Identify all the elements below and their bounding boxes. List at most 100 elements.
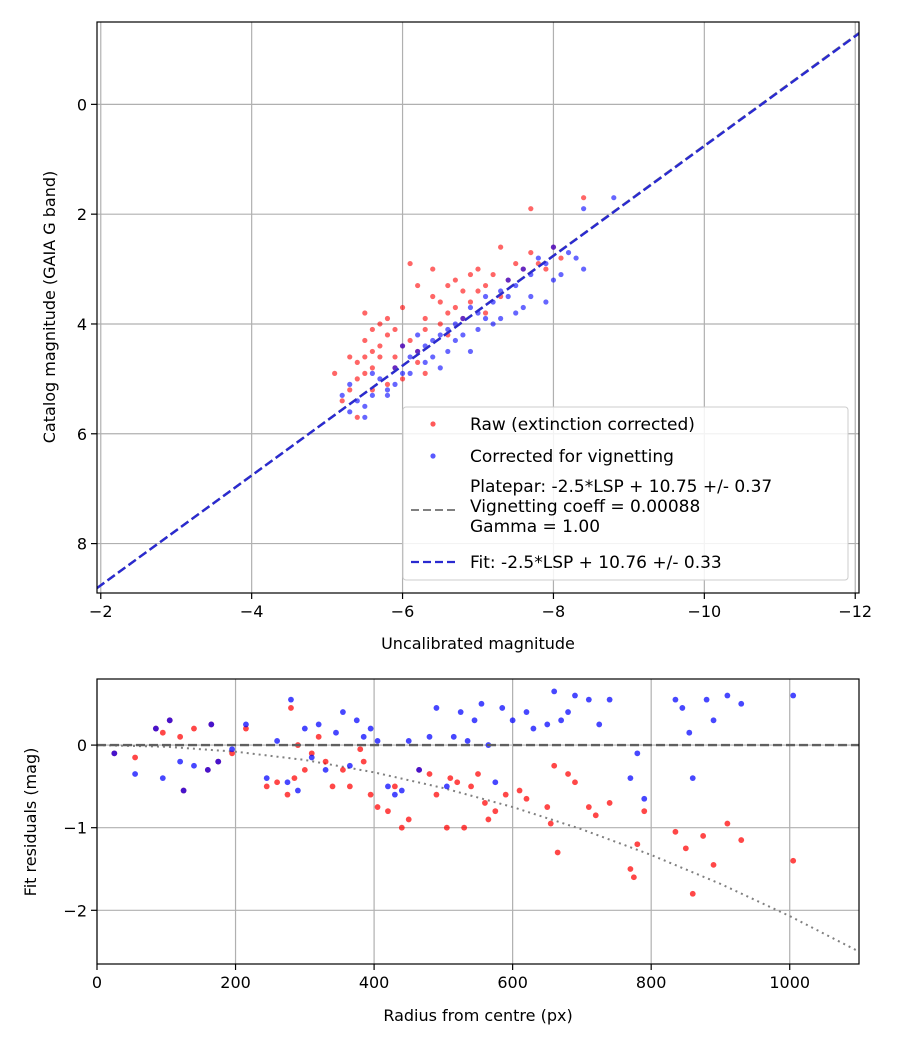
top-point-raw-extinction-corrected	[437, 321, 443, 327]
top-point-raw-extinction-corrected	[482, 282, 489, 289]
bottom-point-corrected-residuals	[478, 700, 485, 707]
bottom-point-raw-residuals	[159, 729, 166, 736]
bottom-point-raw-residuals	[346, 783, 353, 790]
bottom-point-raw-residuals	[492, 808, 499, 815]
top-y-tick-label: 0	[77, 95, 87, 114]
top-point-raw-extinction-corrected	[475, 288, 481, 294]
bottom-point-corrected-residuals	[689, 775, 696, 782]
top-x-tick-label: −4	[240, 602, 264, 621]
top-point-corrected-for-vignetting	[347, 381, 353, 387]
top-point-corrected-for-vignetting	[467, 348, 474, 355]
bottom-x-axis-label: Radius from centre (px)	[383, 1006, 572, 1025]
bottom-y-tick-label: 0	[77, 736, 87, 755]
top-point-raw-extinction-corrected	[581, 195, 587, 201]
bottom-point-corrected-residuals	[790, 692, 797, 699]
bottom-data	[97, 688, 859, 953]
top-point-raw-extinction-corrected	[467, 271, 474, 278]
top-point-corrected-for-vignetting	[362, 403, 368, 409]
bottom-x-tick-label: 600	[497, 973, 528, 992]
bottom-point-corrected-residuals	[333, 729, 339, 736]
top-point-raw-extinction-corrected	[452, 304, 458, 311]
bottom-point-corrected-residuals	[274, 738, 281, 744]
bottom-point-raw-residuals	[132, 754, 139, 761]
top-point-raw-extinction-corrected	[339, 398, 345, 404]
legend-fit-label: Fit: -2.5*LSP + 10.76 +/- 0.33	[470, 553, 722, 573]
bottom-point-corrected-residuals	[724, 692, 731, 699]
bottom-y-axis-label: Fit residuals (mag)	[21, 748, 40, 897]
bottom-point-raw-residuals	[385, 808, 391, 815]
top-y-axis-label: Catalog magnitude (GAIA G band)	[40, 171, 59, 443]
bottom-point-raw-residuals	[565, 771, 571, 777]
top-point-corrected-for-vignetting	[558, 271, 564, 278]
top-point-corrected-for-vignetting	[437, 332, 443, 338]
top-point-raw-extinction-corrected	[399, 304, 406, 311]
bottom-point-raw-residuals	[288, 705, 294, 711]
bottom-point-corrected-residuals	[180, 787, 187, 794]
bottom-point-corrected-residuals	[544, 721, 551, 728]
top-point-corrected-for-vignetting	[399, 370, 406, 376]
legend-platepar-line: Platepar: -2.5*LSP + 10.75 +/- 0.37	[470, 477, 772, 497]
bottom-point-raw-residuals	[284, 791, 291, 798]
bottom-point-corrected-residuals	[208, 721, 215, 728]
top-point-corrected-for-vignetting	[513, 282, 519, 289]
bottom-point-corrected-residuals	[177, 758, 184, 765]
bottom-point-corrected-residuals	[360, 733, 367, 740]
top-point-corrected-for-vignetting	[407, 354, 413, 360]
bottom-point-raw-residuals	[547, 820, 554, 827]
top-point-corrected-for-vignetting	[452, 337, 458, 344]
top-point-corrected-for-vignetting	[369, 392, 375, 398]
bottom-point-corrected-residuals	[243, 721, 249, 728]
top-panel: −2 −4 −6 −8 −10 −12 0 2 4 6 8 Uncalibrated magnitu…	[40, 21, 872, 653]
top-point-corrected-for-vignetting	[460, 332, 466, 338]
bottom-point-raw-residuals	[606, 800, 613, 806]
bottom-point-raw-residuals	[710, 861, 717, 868]
top-point-corrected-for-vignetting	[460, 315, 466, 322]
top-point-raw-extinction-corrected	[377, 321, 383, 327]
bottom-point-raw-residuals	[360, 758, 367, 765]
bottom-point-raw-residuals	[700, 833, 707, 839]
bottom-point-raw-residuals	[689, 890, 696, 897]
top-point-corrected-for-vignetting	[339, 392, 345, 398]
top-point-corrected-for-vignetting	[422, 359, 428, 366]
bottom-point-corrected-residuals	[315, 721, 322, 728]
bottom-point-corrected-residuals	[627, 775, 634, 782]
top-point-raw-extinction-corrected	[445, 310, 451, 316]
bottom-point-corrected-residuals	[530, 725, 537, 732]
bottom-point-raw-residuals	[516, 787, 523, 794]
top-point-raw-extinction-corrected	[513, 260, 519, 267]
bottom-point-corrected-residuals	[346, 762, 353, 769]
bottom-point-corrected-residuals	[585, 696, 592, 703]
bottom-point-raw-residuals	[523, 795, 530, 802]
top-point-raw-extinction-corrected	[475, 266, 481, 272]
bottom-point-raw-residuals	[551, 762, 558, 769]
top-point-raw-extinction-corrected	[392, 354, 398, 360]
top-point-raw-extinction-corrected	[452, 277, 458, 283]
bottom-point-raw-residuals	[502, 791, 509, 798]
top-point-corrected-for-vignetting	[498, 315, 504, 322]
bottom-point-raw-residuals	[308, 750, 315, 757]
bottom-point-raw-residuals	[315, 733, 322, 740]
top-y-tick-label: 4	[77, 315, 87, 334]
bottom-point-raw-residuals	[340, 766, 346, 773]
bottom-point-raw-residuals	[291, 775, 298, 782]
bottom-point-corrected-residuals	[416, 766, 423, 773]
legend-corrected-marker	[430, 453, 436, 459]
bottom-point-corrected-residuals	[672, 696, 679, 703]
top-point-corrected-for-vignetting	[399, 343, 406, 349]
top-point-raw-extinction-corrected	[422, 326, 428, 333]
bottom-point-corrected-residuals	[596, 721, 603, 728]
bottom-point-corrected-residuals	[284, 779, 291, 786]
top-point-raw-extinction-corrected	[354, 359, 360, 366]
top-point-corrected-for-vignetting	[505, 277, 511, 283]
top-point-raw-extinction-corrected	[460, 288, 466, 294]
top-point-raw-extinction-corrected	[384, 315, 391, 322]
top-point-raw-extinction-corrected	[490, 271, 496, 278]
bottom-point-raw-residuals	[398, 824, 405, 831]
bottom-point-raw-residuals	[367, 791, 374, 798]
top-point-corrected-for-vignetting	[437, 365, 443, 371]
top-point-raw-extinction-corrected	[528, 206, 534, 212]
bottom-point-raw-residuals	[627, 866, 634, 872]
bottom-point-raw-residuals	[682, 845, 689, 852]
bottom-point-corrected-residuals	[301, 725, 308, 732]
